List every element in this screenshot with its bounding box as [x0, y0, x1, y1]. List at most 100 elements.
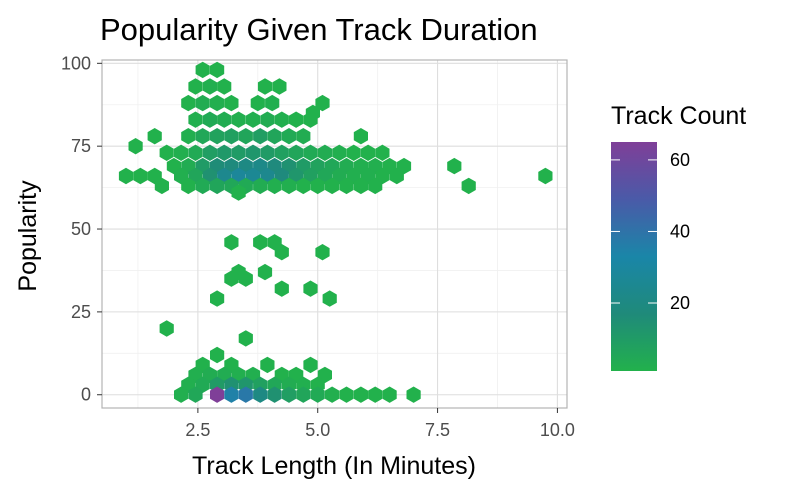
legend-tick-label: 40	[670, 221, 690, 241]
hex-bin	[231, 144, 246, 161]
hex-bin	[224, 386, 239, 403]
hex-bin	[245, 144, 261, 161]
hex-bin	[128, 138, 143, 155]
x-tick-label: 5.0	[305, 420, 330, 440]
legend-title: Track Count	[611, 102, 746, 130]
hex-bin	[253, 128, 268, 145]
hex-bin	[253, 177, 268, 195]
hex-bin	[368, 386, 383, 403]
hex-bin	[174, 386, 189, 403]
panel-border	[101, 59, 568, 409]
legend-ticks: 20 40 60	[611, 150, 690, 313]
hex-bin	[217, 78, 232, 95]
hex-bin	[202, 144, 217, 161]
hex-bin	[257, 263, 273, 281]
hex-bin	[260, 111, 275, 128]
hex-bin	[245, 111, 261, 128]
hex-bin	[315, 244, 330, 261]
x-tick-label: 2.5	[185, 420, 210, 440]
hex-bin	[339, 177, 354, 195]
hex-bin	[202, 78, 217, 95]
hex-bin	[260, 356, 275, 374]
hex-bin	[281, 177, 297, 195]
hex-bin	[181, 94, 196, 112]
hex-bin	[231, 184, 246, 201]
y-tick-label: 25	[71, 302, 91, 322]
hex-bin	[210, 177, 225, 195]
chart-title: Popularity Given Track Duration	[100, 12, 538, 47]
hex-bin	[296, 177, 311, 195]
hex-bin	[210, 290, 225, 307]
hex-bin	[274, 111, 289, 128]
hex-bin	[296, 386, 311, 403]
hex-bin	[303, 280, 318, 297]
hex-bin	[174, 144, 189, 161]
hex-bin	[210, 94, 225, 112]
y-tick-label: 100	[61, 53, 91, 73]
hex-bin	[368, 177, 383, 195]
hex-bin	[274, 280, 289, 297]
x-tick-label: 10.0	[540, 420, 575, 440]
hex-bin	[332, 144, 347, 161]
hex-bins	[118, 61, 553, 403]
hex-bin	[315, 94, 330, 112]
hex-bin	[538, 167, 553, 185]
hex-bin	[406, 386, 421, 403]
hex-bin	[325, 386, 340, 403]
hex-bin	[202, 111, 217, 128]
hex-bin	[188, 111, 203, 128]
hex-bin	[346, 144, 361, 161]
plot-panel	[101, 59, 568, 409]
hex-bin	[461, 177, 476, 195]
y-axis-title: Popularity	[14, 180, 42, 292]
hex-bin	[389, 167, 404, 185]
hex-bin	[217, 144, 232, 161]
hex-bin	[188, 386, 203, 403]
hex-bin	[289, 111, 304, 128]
hex-bin	[147, 128, 162, 145]
hex-bin	[250, 94, 265, 112]
hex-bin	[188, 78, 203, 95]
hex-bin	[303, 144, 318, 161]
hex-bin	[382, 386, 397, 403]
hex-bin	[253, 234, 268, 251]
hex-bin	[274, 244, 289, 261]
hex-bin	[133, 167, 148, 185]
hex-bin	[195, 177, 210, 195]
hex-bin	[289, 144, 304, 161]
hex-bin	[296, 128, 311, 145]
legend: Track Count 20 40 60	[611, 102, 746, 371]
y-tick-label: 0	[81, 385, 91, 405]
hex-bin	[375, 144, 390, 161]
hex-bin	[310, 386, 325, 403]
hex-bin	[353, 177, 368, 195]
hex-bin	[361, 144, 376, 161]
hex-bin	[118, 167, 134, 185]
x-tick-label: 7.5	[425, 420, 450, 440]
hex-bin	[210, 61, 225, 79]
legend-tick-label: 20	[670, 293, 690, 313]
hex-bin	[281, 128, 297, 145]
hex-bin	[159, 144, 174, 161]
hex-bin	[303, 356, 318, 374]
hex-bin	[231, 111, 246, 128]
y-axis-ticks: 0 25 50 75 100	[61, 53, 102, 405]
hex-bin	[224, 94, 239, 112]
x-axis-ticks: 2.5 5.0 7.5 10.0	[185, 408, 575, 440]
hex-bin	[224, 128, 239, 145]
hex-bin	[238, 386, 253, 403]
hex-bin	[317, 144, 332, 161]
hex-bin	[224, 270, 239, 287]
hex-bin	[224, 234, 239, 251]
hex-bin	[260, 144, 275, 161]
hex-bin	[217, 111, 232, 128]
x-axis-title: Track Length (In Minutes)	[192, 452, 476, 480]
hex-bin	[353, 128, 368, 145]
hex-bin	[195, 94, 210, 112]
y-tick-label: 75	[71, 136, 91, 156]
hex-bin	[253, 386, 268, 403]
hex-bin	[181, 177, 196, 195]
hex-bin	[210, 128, 225, 145]
hex-bin	[339, 386, 354, 403]
